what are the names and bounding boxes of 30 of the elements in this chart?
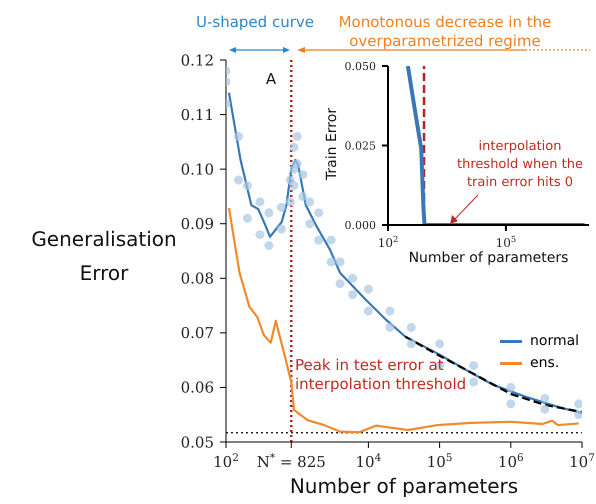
y-axis-title: Generalisation Error <box>31 227 177 285</box>
y-tick-label: 0.08 <box>180 270 214 288</box>
y-tick-label: 0.11 <box>180 106 214 124</box>
x-tick-label: 10$^{6}$ <box>498 452 524 471</box>
y-tick-label: 0.050 <box>344 60 376 73</box>
x-axis-title: Number of parameters <box>288 474 520 498</box>
x-tick-label: 10$^{4}$ <box>356 452 382 471</box>
legend-label: ens. <box>529 354 560 373</box>
y-tick-label: 0.000 <box>344 218 376 232</box>
text: Monotonous decrease in the overparametrized regime <box>338 13 552 50</box>
x-tick-label: N$^{*}$ = 825 <box>256 452 326 471</box>
y-tick-label: 0.10 <box>180 160 214 178</box>
annotation: Peak in test error at interpolation threshold <box>295 356 466 393</box>
legend-label: normal <box>529 332 580 351</box>
x-tick-label: 10$^{7}$ <box>569 452 595 471</box>
y-tick-label: 0.09 <box>180 214 214 233</box>
x-tick-label: 10$^{2}$ <box>213 452 239 471</box>
x-tick-label: 10$^{2}$ <box>378 234 398 250</box>
text: U-shaped curve <box>196 13 314 31</box>
y-tick-label: 0.025 <box>344 139 376 152</box>
y-tick-label: 0.05 <box>180 433 214 452</box>
y-tick-label: 0.06 <box>180 378 214 397</box>
x-tick-label: 10$^{5}$ <box>426 452 452 471</box>
x-tick-label: 10$^{5}$ <box>496 234 516 250</box>
annotation: A <box>266 70 276 88</box>
y-tick-label: 0.12 <box>180 51 214 70</box>
y-axis-title: Train Error <box>324 106 340 182</box>
y-tick-label: 0.07 <box>180 324 214 342</box>
x-axis-title: Number of parameters <box>408 250 570 266</box>
annotation: interpolation threshold when the train error hits 0 <box>457 139 583 190</box>
